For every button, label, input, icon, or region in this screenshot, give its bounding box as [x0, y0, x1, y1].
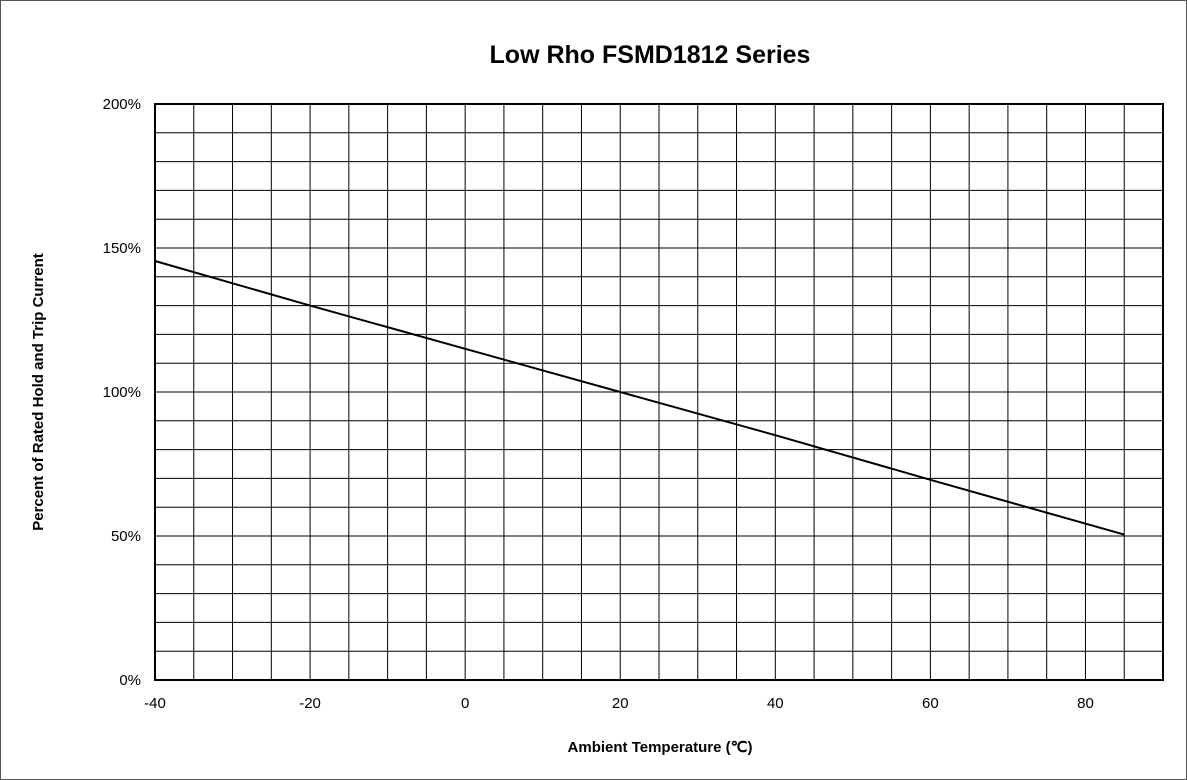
y-tick-label: 150%	[103, 240, 141, 257]
x-tick-labels: -40 -20 0 20 40 60 80	[144, 695, 1094, 712]
x-tick-label: 60	[922, 695, 939, 712]
x-tick-label: 20	[612, 695, 629, 712]
x-tick-label: -40	[144, 695, 166, 712]
x-tick-label: 80	[1077, 695, 1094, 712]
y-tick-labels: 0% 50% 100% 150% 200%	[103, 96, 141, 689]
x-tick-label: 0	[461, 695, 469, 712]
series-line	[154, 260, 1125, 536]
y-tick-label: 50%	[111, 528, 141, 545]
y-axis-label: Percent of Rated Hold and Trip Current	[30, 253, 47, 531]
plot-area-border	[154, 103, 1164, 681]
y-tick-label: 200%	[103, 96, 141, 113]
y-tick-label: 100%	[103, 384, 141, 401]
chart-title: Low Rho FSMD1812 Series	[490, 41, 811, 69]
y-tick-label: 0%	[119, 672, 141, 689]
grid	[155, 104, 1163, 680]
x-axis-label: Ambient Temperature (℃)	[568, 739, 753, 756]
x-tick-label: 40	[767, 695, 784, 712]
x-tick-label: -20	[299, 695, 321, 712]
series-group	[154, 260, 1125, 536]
